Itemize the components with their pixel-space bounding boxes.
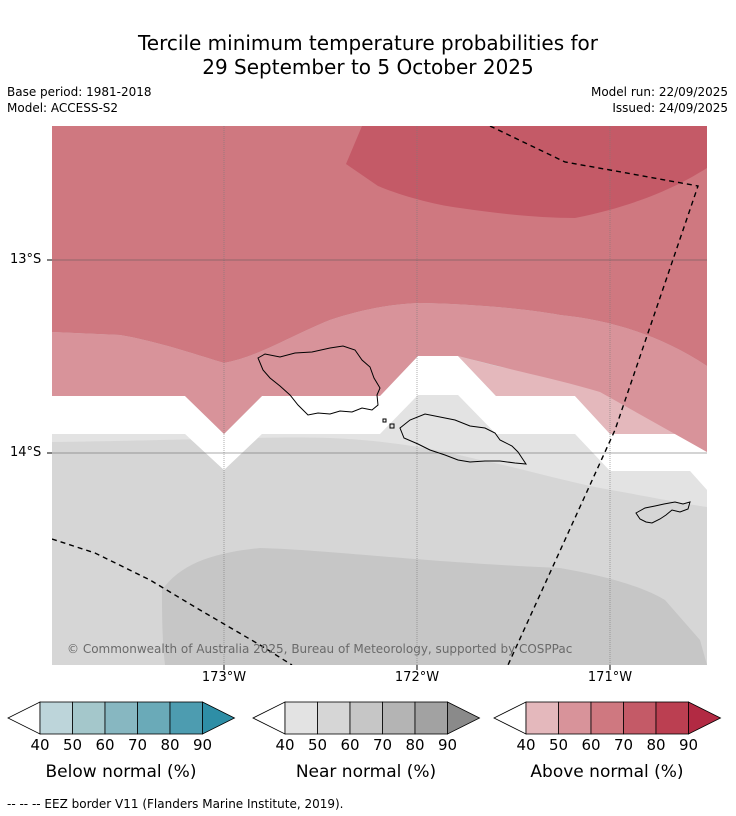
eez-border: [52, 126, 699, 665]
savaii-island: [257, 345, 381, 416]
below-colorbar-high-extend: [202, 701, 236, 735]
near-tick-label: 40: [275, 736, 295, 754]
map-title-line-2: 29 September to 5 October 2025: [202, 55, 534, 79]
below-normal-label: Below normal (%): [45, 762, 197, 782]
near-normal-label: Near normal (%): [295, 762, 437, 782]
above-normal-label: Above normal (%): [530, 762, 684, 782]
apolima-islet: [382, 418, 387, 423]
near-normal-50-60-zone: [162, 548, 707, 665]
meta-right: Model run: 22/09/2025 Issued: 24/09/2025: [591, 84, 728, 116]
below-colorbar-segment: [104, 701, 138, 735]
below-colorbar-segment: [72, 701, 106, 735]
below-colorbar-segment: [169, 701, 203, 735]
near-colorbar-segment: [349, 701, 383, 735]
below-tick-label: 60: [95, 736, 115, 754]
base-period: Base period: 1981-2018: [7, 85, 152, 99]
manono-islet: [389, 423, 395, 429]
map-title-line-1: Tercile minimum temperature probabilitie…: [137, 31, 599, 55]
model-run: Model run: 22/09/2025: [590, 85, 728, 99]
model-name: Model: ACCESS-S2: [7, 101, 119, 115]
longitude-label-173w: 173°W: [201, 670, 247, 685]
above-colorbar-segment: [525, 701, 559, 735]
near-tick-label: 60: [340, 736, 360, 754]
upolu-island: [399, 413, 527, 465]
latitude-label-14s: 14°S: [10, 445, 42, 460]
above-colorbar-segment: [590, 701, 624, 735]
near-normal-low-zone: [52, 395, 707, 507]
near-tick-label: 50: [307, 736, 328, 754]
near-tick-label: 80: [405, 736, 425, 754]
above-normal-70-80-zone: [346, 126, 707, 218]
near-colorbar-low-extend: [252, 701, 286, 735]
above-colorbar-segment: [623, 701, 657, 735]
below-tick-label: 80: [160, 736, 180, 754]
legend-colorbars: [7, 701, 722, 735]
tutuila-island: [635, 501, 691, 524]
near-colorbar-segment: [414, 701, 448, 735]
above-colorbar-segment: [655, 701, 689, 735]
axis-ticks: [47, 259, 611, 670]
below-tick-label: 50: [62, 736, 83, 754]
longitude-label-171w: 171°W: [587, 670, 633, 685]
near-colorbar-high-extend: [447, 701, 481, 735]
above-tick-label: 60: [581, 736, 601, 754]
near-colorbar-segment: [284, 701, 318, 735]
latitude-label-13s: 13°S: [10, 252, 42, 267]
issued-date: Issued: 24/09/2025: [612, 101, 728, 115]
above-normal-40-50-zone: [300, 356, 707, 452]
near-tick-label: 90: [437, 736, 458, 754]
above-tick-label: 40: [516, 736, 536, 754]
below-colorbar-segment: [137, 701, 171, 735]
below-tick-label: 90: [192, 736, 213, 754]
meta-left: Base period: 1981-2018 Model: ACCESS-S2: [7, 84, 152, 116]
below-tick-label: 40: [30, 736, 50, 754]
below-colorbar-segment: [39, 701, 73, 735]
near-colorbar-segment: [382, 701, 416, 735]
island-outlines: [257, 345, 691, 524]
below-colorbar-low-extend: [7, 701, 41, 735]
above-tick-label: 70: [613, 736, 634, 754]
copyright-note: © Commonwealth of Australia 2025, Bureau…: [67, 642, 573, 656]
longitude-label-172w: 172°W: [394, 670, 440, 685]
near-tick-label: 70: [372, 736, 393, 754]
above-normal-50-60-zone: [52, 303, 707, 452]
above-colorbar-low-extend: [493, 701, 527, 735]
near-colorbar-segment: [317, 701, 351, 735]
above-tick-label: 90: [678, 736, 699, 754]
above-colorbar-high-extend: [688, 701, 722, 735]
equal-chances-band: [52, 356, 707, 490]
eez-footnote: -- -- -- EEZ border V11 (Flanders Marine…: [7, 797, 344, 811]
latitude-lines: [52, 259, 707, 454]
above-colorbar-segment: [558, 701, 592, 735]
below-tick-label: 70: [127, 736, 148, 754]
above-tick-label: 50: [548, 736, 569, 754]
above-tick-label: 80: [646, 736, 666, 754]
